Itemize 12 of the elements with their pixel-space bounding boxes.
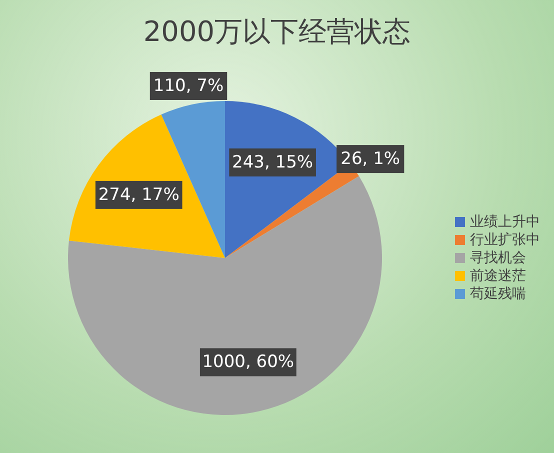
chart-title: 2000万以下经营状态	[142, 14, 412, 50]
data-label: 243, 15%	[232, 152, 314, 172]
data-label: 274, 17%	[98, 184, 180, 205]
pie-slice	[68, 176, 382, 415]
legend-label: 苟延残喘	[470, 285, 526, 303]
legend-label: 业绩上升中	[470, 213, 540, 231]
data-label: 26, 1%	[340, 149, 400, 170]
legend-label: 前途迷茫	[470, 267, 526, 285]
legend-label: 行业扩张中	[470, 231, 540, 249]
legend-label: 寻找机会	[470, 249, 526, 267]
data-label: 1000, 60%	[202, 352, 294, 372]
data-label: 110, 7%	[153, 76, 224, 96]
